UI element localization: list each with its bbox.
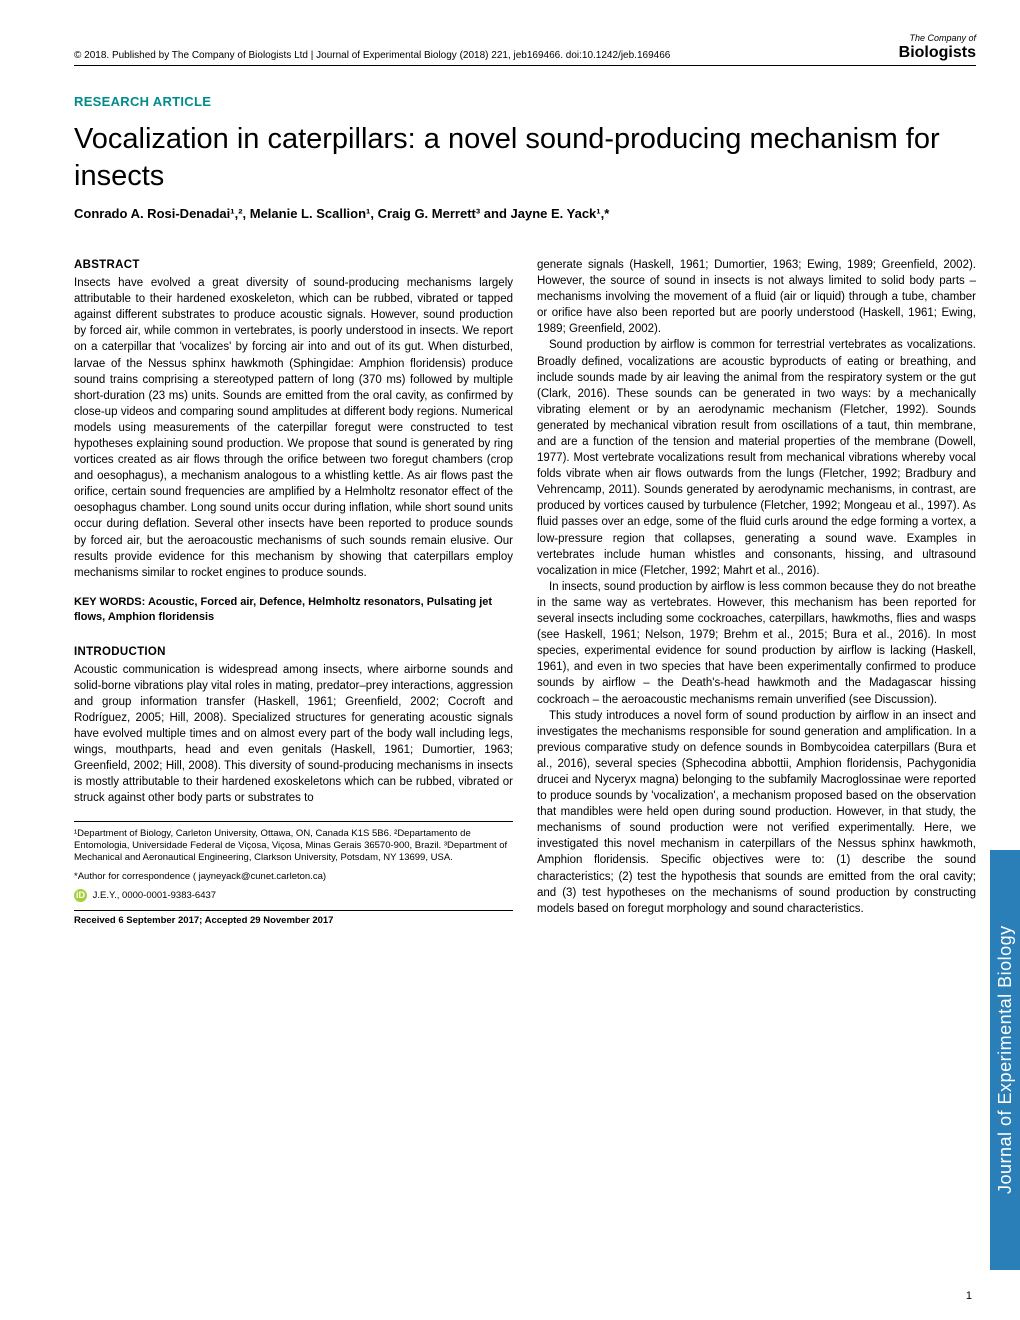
orcid-line: iD J.E.Y., 0000-0001-9383-6437 bbox=[74, 889, 513, 902]
body-paragraph-2: Sound production by airflow is common fo… bbox=[537, 337, 976, 578]
authors-line: Conrado A. Rosi-Denadai¹,², Melanie L. S… bbox=[74, 206, 976, 221]
two-column-layout: ABSTRACT Insects have evolved a great di… bbox=[74, 257, 976, 934]
article-title: Vocalization in caterpillars: a novel so… bbox=[74, 121, 976, 194]
introduction-paragraph: Acoustic communication is widespread amo… bbox=[74, 662, 513, 807]
header-bar: © 2018. Published by The Company of Biol… bbox=[74, 34, 976, 66]
abstract-heading: ABSTRACT bbox=[74, 257, 513, 273]
body-paragraph-3: In insects, sound production by airflow … bbox=[537, 579, 976, 708]
page-container: © 2018. Published by The Company of Biol… bbox=[0, 0, 1020, 954]
page-number: 1 bbox=[966, 1290, 972, 1302]
correspondence-text: *Author for correspondence ( jayneyack@c… bbox=[74, 871, 513, 883]
journal-sidebar-tab: Journal of Experimental Biology bbox=[990, 850, 1020, 1270]
article-type-label: RESEARCH ARTICLE bbox=[74, 94, 976, 109]
orcid-text: J.E.Y., 0000-0001-9383-6437 bbox=[93, 890, 216, 901]
header-left: © 2018. Published by The Company of Biol… bbox=[74, 50, 899, 61]
body-paragraph-1: generate signals (Haskell, 1961; Dumorti… bbox=[537, 257, 976, 337]
logo-top-line: The Company of bbox=[899, 34, 976, 44]
copyright-text: © 2018. Published by The Company of Biol… bbox=[74, 50, 308, 61]
orcid-icon: iD bbox=[74, 889, 87, 902]
logo-bottom-line: Biologists bbox=[899, 44, 976, 62]
abstract-body: Insects have evolved a great diversity o… bbox=[74, 275, 513, 581]
body-paragraph-4: This study introduces a novel form of so… bbox=[537, 708, 976, 917]
keywords-line: KEY WORDS: Acoustic, Forced air, Defence… bbox=[74, 595, 513, 626]
received-accepted-dates: Received 6 September 2017; Accepted 29 N… bbox=[74, 910, 513, 927]
left-column: ABSTRACT Insects have evolved a great di… bbox=[74, 257, 513, 934]
publisher-logo: The Company of Biologists bbox=[899, 34, 976, 61]
journal-ref: Journal of Experimental Biology (2018) 2… bbox=[316, 50, 670, 61]
introduction-heading: INTRODUCTION bbox=[74, 644, 513, 660]
footnotes-block: ¹Department of Biology, Carleton Univers… bbox=[74, 821, 513, 928]
affiliations-text: ¹Department of Biology, Carleton Univers… bbox=[74, 828, 513, 865]
right-column: generate signals (Haskell, 1961; Dumorti… bbox=[537, 257, 976, 934]
